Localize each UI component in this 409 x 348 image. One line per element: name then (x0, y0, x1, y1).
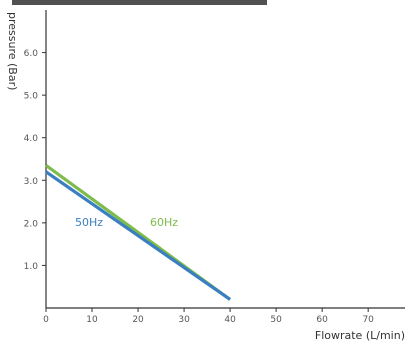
x-tick-label: 10 (86, 315, 98, 325)
x-tick-label: 30 (178, 315, 190, 325)
y-tick-label: 3.0 (24, 177, 39, 187)
series-label-60hz: 60Hz (150, 216, 178, 229)
x-tick-label: 40 (224, 315, 236, 325)
y-tick-label: 6.0 (24, 49, 39, 59)
y-tick-label: 5.0 (24, 92, 39, 102)
series-label-50hz: 50Hz (75, 216, 103, 229)
x-tick-label: 20 (132, 315, 144, 325)
y-tick-label: 1.0 (24, 262, 39, 272)
x-tick-label: 0 (43, 315, 49, 325)
series-labels: 50Hz 60Hz (75, 216, 178, 229)
y-axis-label: pressure (Bar) (6, 12, 19, 90)
x-axis-label: Flowrate (L/min) (315, 329, 405, 342)
x-tick-label: 50 (270, 315, 282, 325)
cropped-title-fragment (12, 0, 267, 5)
x-tick-label: 70 (362, 315, 374, 325)
x-tick-label: 60 (316, 315, 328, 325)
series-lines (45, 164, 232, 301)
y-ticks: 1.0 2.0 3.0 4.0 5.0 6.0 (24, 49, 46, 272)
y-tick-label: 2.0 (24, 219, 39, 229)
x-ticks: 0 10 20 30 40 50 60 70 (43, 308, 374, 325)
y-tick-label: 4.0 (24, 134, 39, 144)
series-line-50hz (45, 170, 232, 301)
